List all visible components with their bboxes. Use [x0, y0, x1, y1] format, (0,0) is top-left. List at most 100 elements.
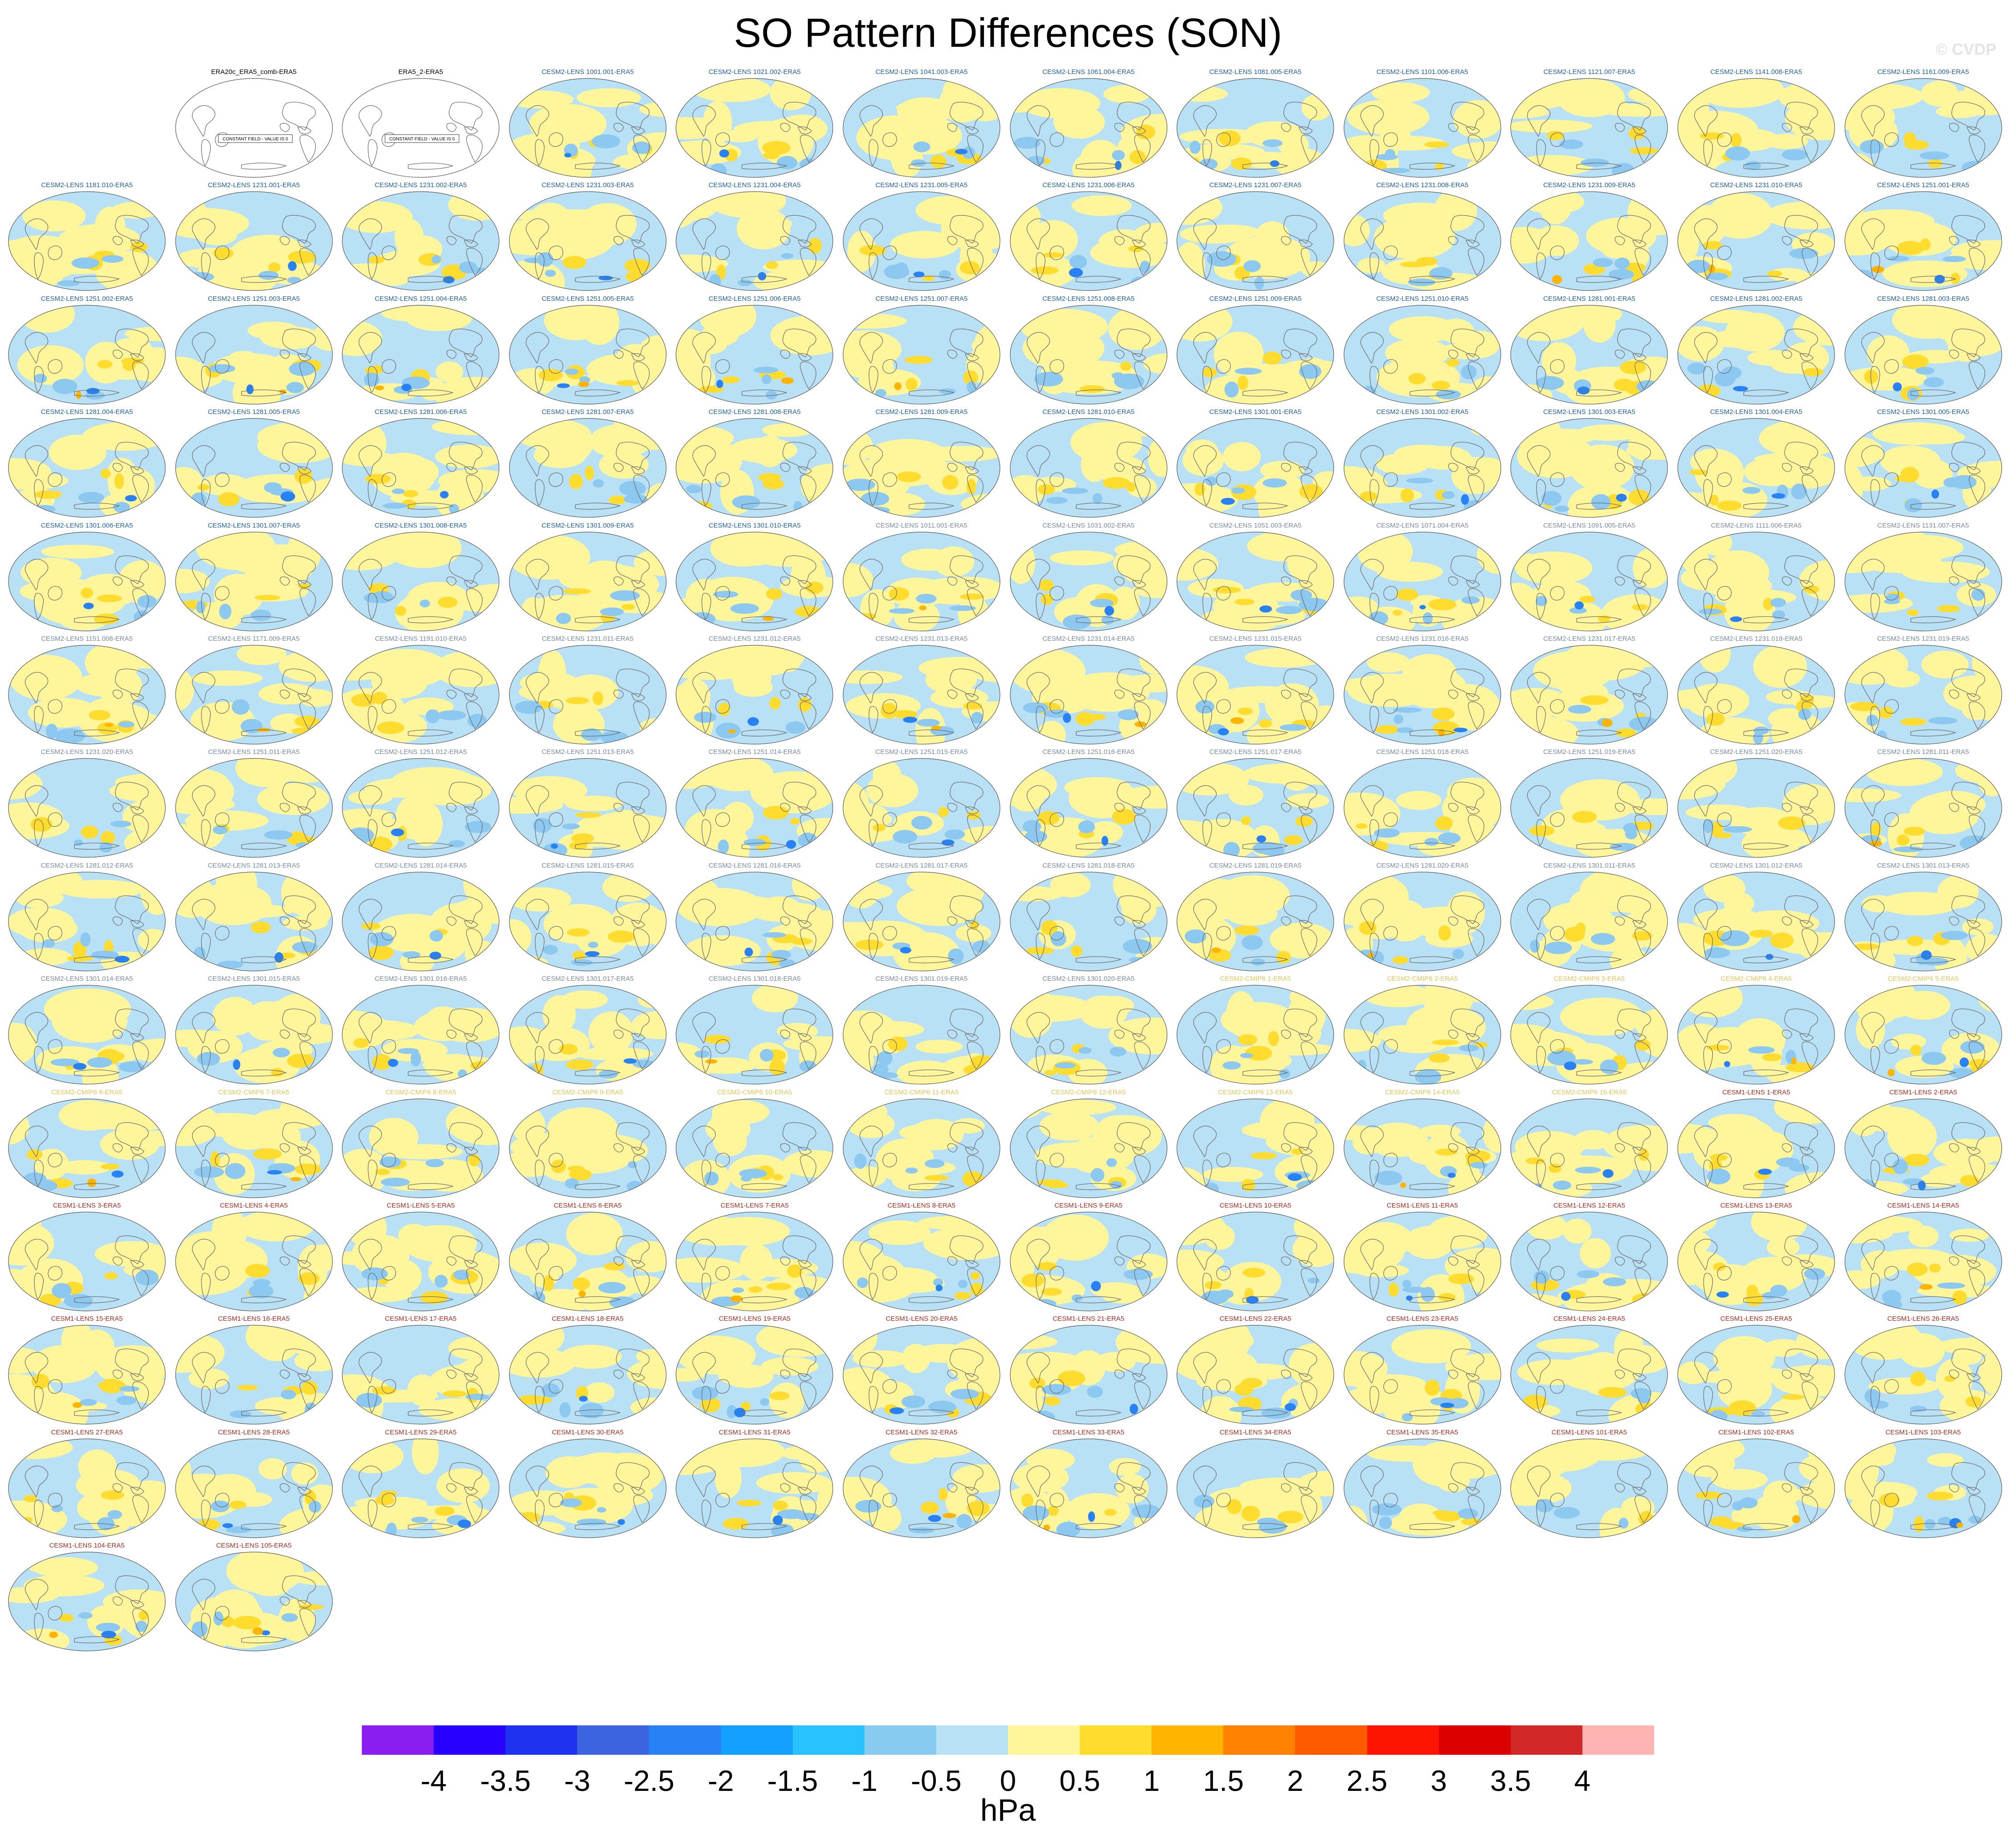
coastline [1026, 672, 1050, 704]
map-panel: CESM2-LENS 1091.005-ERA5 [1506, 521, 1672, 635]
globe-outline [1344, 78, 1501, 178]
coastline [1617, 215, 1651, 244]
panel-title: CESM2-LENS 1251.003-ERA5 [208, 295, 300, 303]
coastline [241, 843, 287, 850]
map-panel: CESM2-CMIP6 5-ERA5 [1840, 975, 2006, 1089]
coastline [859, 558, 883, 590]
globe-map [1510, 305, 1668, 405]
coastline [132, 248, 149, 276]
coastline [1870, 933, 1880, 960]
coastline [1193, 445, 1217, 477]
strong-negative-anomaly [694, 712, 717, 723]
coastline [800, 1495, 817, 1523]
globe-outline [1176, 1098, 1334, 1198]
panel-title: CESM2-LENS 1251.019-ERA5 [1543, 748, 1635, 756]
strong-positive-anomaly [1944, 1376, 1955, 1382]
strong-positive-anomaly [1408, 373, 1426, 385]
globe-outline [1009, 1212, 1168, 1311]
positive-anomaly-region [843, 1046, 874, 1075]
panel-title: CESM1-LENS 10-ERA5 [1219, 1202, 1291, 1209]
panel-title: CESM2-LENS 1301.006-ERA5 [41, 521, 133, 529]
panel-title: CESM2-LENS 1231.004-ERA5 [709, 181, 801, 189]
extreme-negative-anomaly [1893, 382, 1902, 392]
coastline [1242, 389, 1289, 397]
coastline [1383, 132, 1398, 147]
coastline [692, 332, 716, 364]
positive-anomaly-region [1226, 991, 1256, 1037]
coastline [1884, 1493, 1899, 1507]
positive-anomaly-region [958, 1468, 1000, 1481]
strong-positive-anomaly [97, 594, 122, 602]
panel-title: ERA5_2-ERA5 [398, 68, 443, 76]
extreme-negative-anomaly [1062, 713, 1071, 723]
coastline [1131, 580, 1146, 588]
coastline [279, 1370, 290, 1379]
coastline [1784, 328, 1818, 357]
coastline [1467, 1495, 1484, 1523]
strong-positive-anomaly [294, 716, 319, 727]
globe-outline [1844, 872, 2002, 971]
coastline [701, 139, 712, 167]
coastline [1448, 236, 1459, 246]
panel-title: CESM2-LENS 1251.013-ERA5 [541, 748, 634, 756]
globe-map [1009, 985, 1168, 1085]
positive-anomaly-region [1965, 934, 2002, 965]
panel-title: CESM2-CMIP6 3-ERA5 [1553, 975, 1625, 983]
strong-negative-anomaly [107, 1510, 122, 1519]
extreme-positive-anomaly [705, 1059, 718, 1064]
coastline [1281, 236, 1291, 246]
positive-anomaly-region [1180, 225, 1250, 244]
panel-title: CESM2-LENS 1231.001-ERA5 [208, 181, 300, 189]
coastline [800, 248, 817, 276]
coastline [909, 1409, 955, 1417]
coastline [909, 276, 955, 283]
coastline [800, 361, 817, 389]
coastline [1782, 689, 1792, 699]
strong-negative-anomaly [1534, 1270, 1550, 1284]
coastline [950, 895, 983, 924]
positive-anomaly-region [1379, 123, 1411, 151]
positive-anomaly-region [402, 1225, 477, 1262]
positive-anomaly-region [718, 827, 750, 858]
positive-anomaly-region [1882, 260, 1967, 287]
positive-anomaly-region [1010, 1352, 1089, 1378]
strong-negative-anomaly [52, 378, 78, 394]
globe-outline [175, 1438, 333, 1538]
positive-anomaly-region [1347, 673, 1434, 707]
coastline [1694, 1352, 1718, 1384]
coastline [535, 479, 545, 507]
globe-map [1176, 531, 1334, 631]
coastline [464, 1033, 479, 1041]
positive-anomaly-region [1385, 338, 1450, 368]
colorbar-box [1080, 1725, 1152, 1755]
globe-outline [1009, 985, 1168, 1085]
positive-anomaly-region [915, 1040, 963, 1054]
extreme-negative-anomaly [246, 384, 254, 394]
coastline [1283, 215, 1317, 244]
coastline [800, 135, 817, 163]
panel-title: CESM1-LENS 25-ERA5 [1720, 1315, 1792, 1323]
map-panel: CESM2-LENS 1301.018-ERA5 [672, 975, 837, 1089]
coastline [1694, 898, 1718, 930]
colorbar-box [649, 1725, 721, 1755]
extreme-negative-anomaly [1461, 494, 1469, 505]
strong-negative-anomaly [581, 728, 602, 741]
positive-anomaly-region [584, 1382, 615, 1403]
strong-negative-anomaly [272, 1048, 290, 1058]
strong-positive-anomaly [762, 152, 780, 160]
coastline [800, 1381, 817, 1410]
coastline [1784, 555, 1818, 584]
coastline [34, 252, 44, 280]
coastline [692, 445, 716, 477]
globe-map [1344, 758, 1501, 858]
positive-anomaly-region [257, 783, 329, 815]
coastline [1026, 898, 1050, 930]
globe-outline [1176, 418, 1334, 518]
globe-map [509, 418, 667, 518]
strong-negative-anomaly [135, 1621, 148, 1632]
globe-outline [509, 758, 667, 858]
globe-outline [843, 645, 1000, 745]
strong-negative-anomaly [137, 594, 157, 608]
coastline [130, 240, 144, 248]
extreme-negative-anomaly [1218, 728, 1229, 736]
